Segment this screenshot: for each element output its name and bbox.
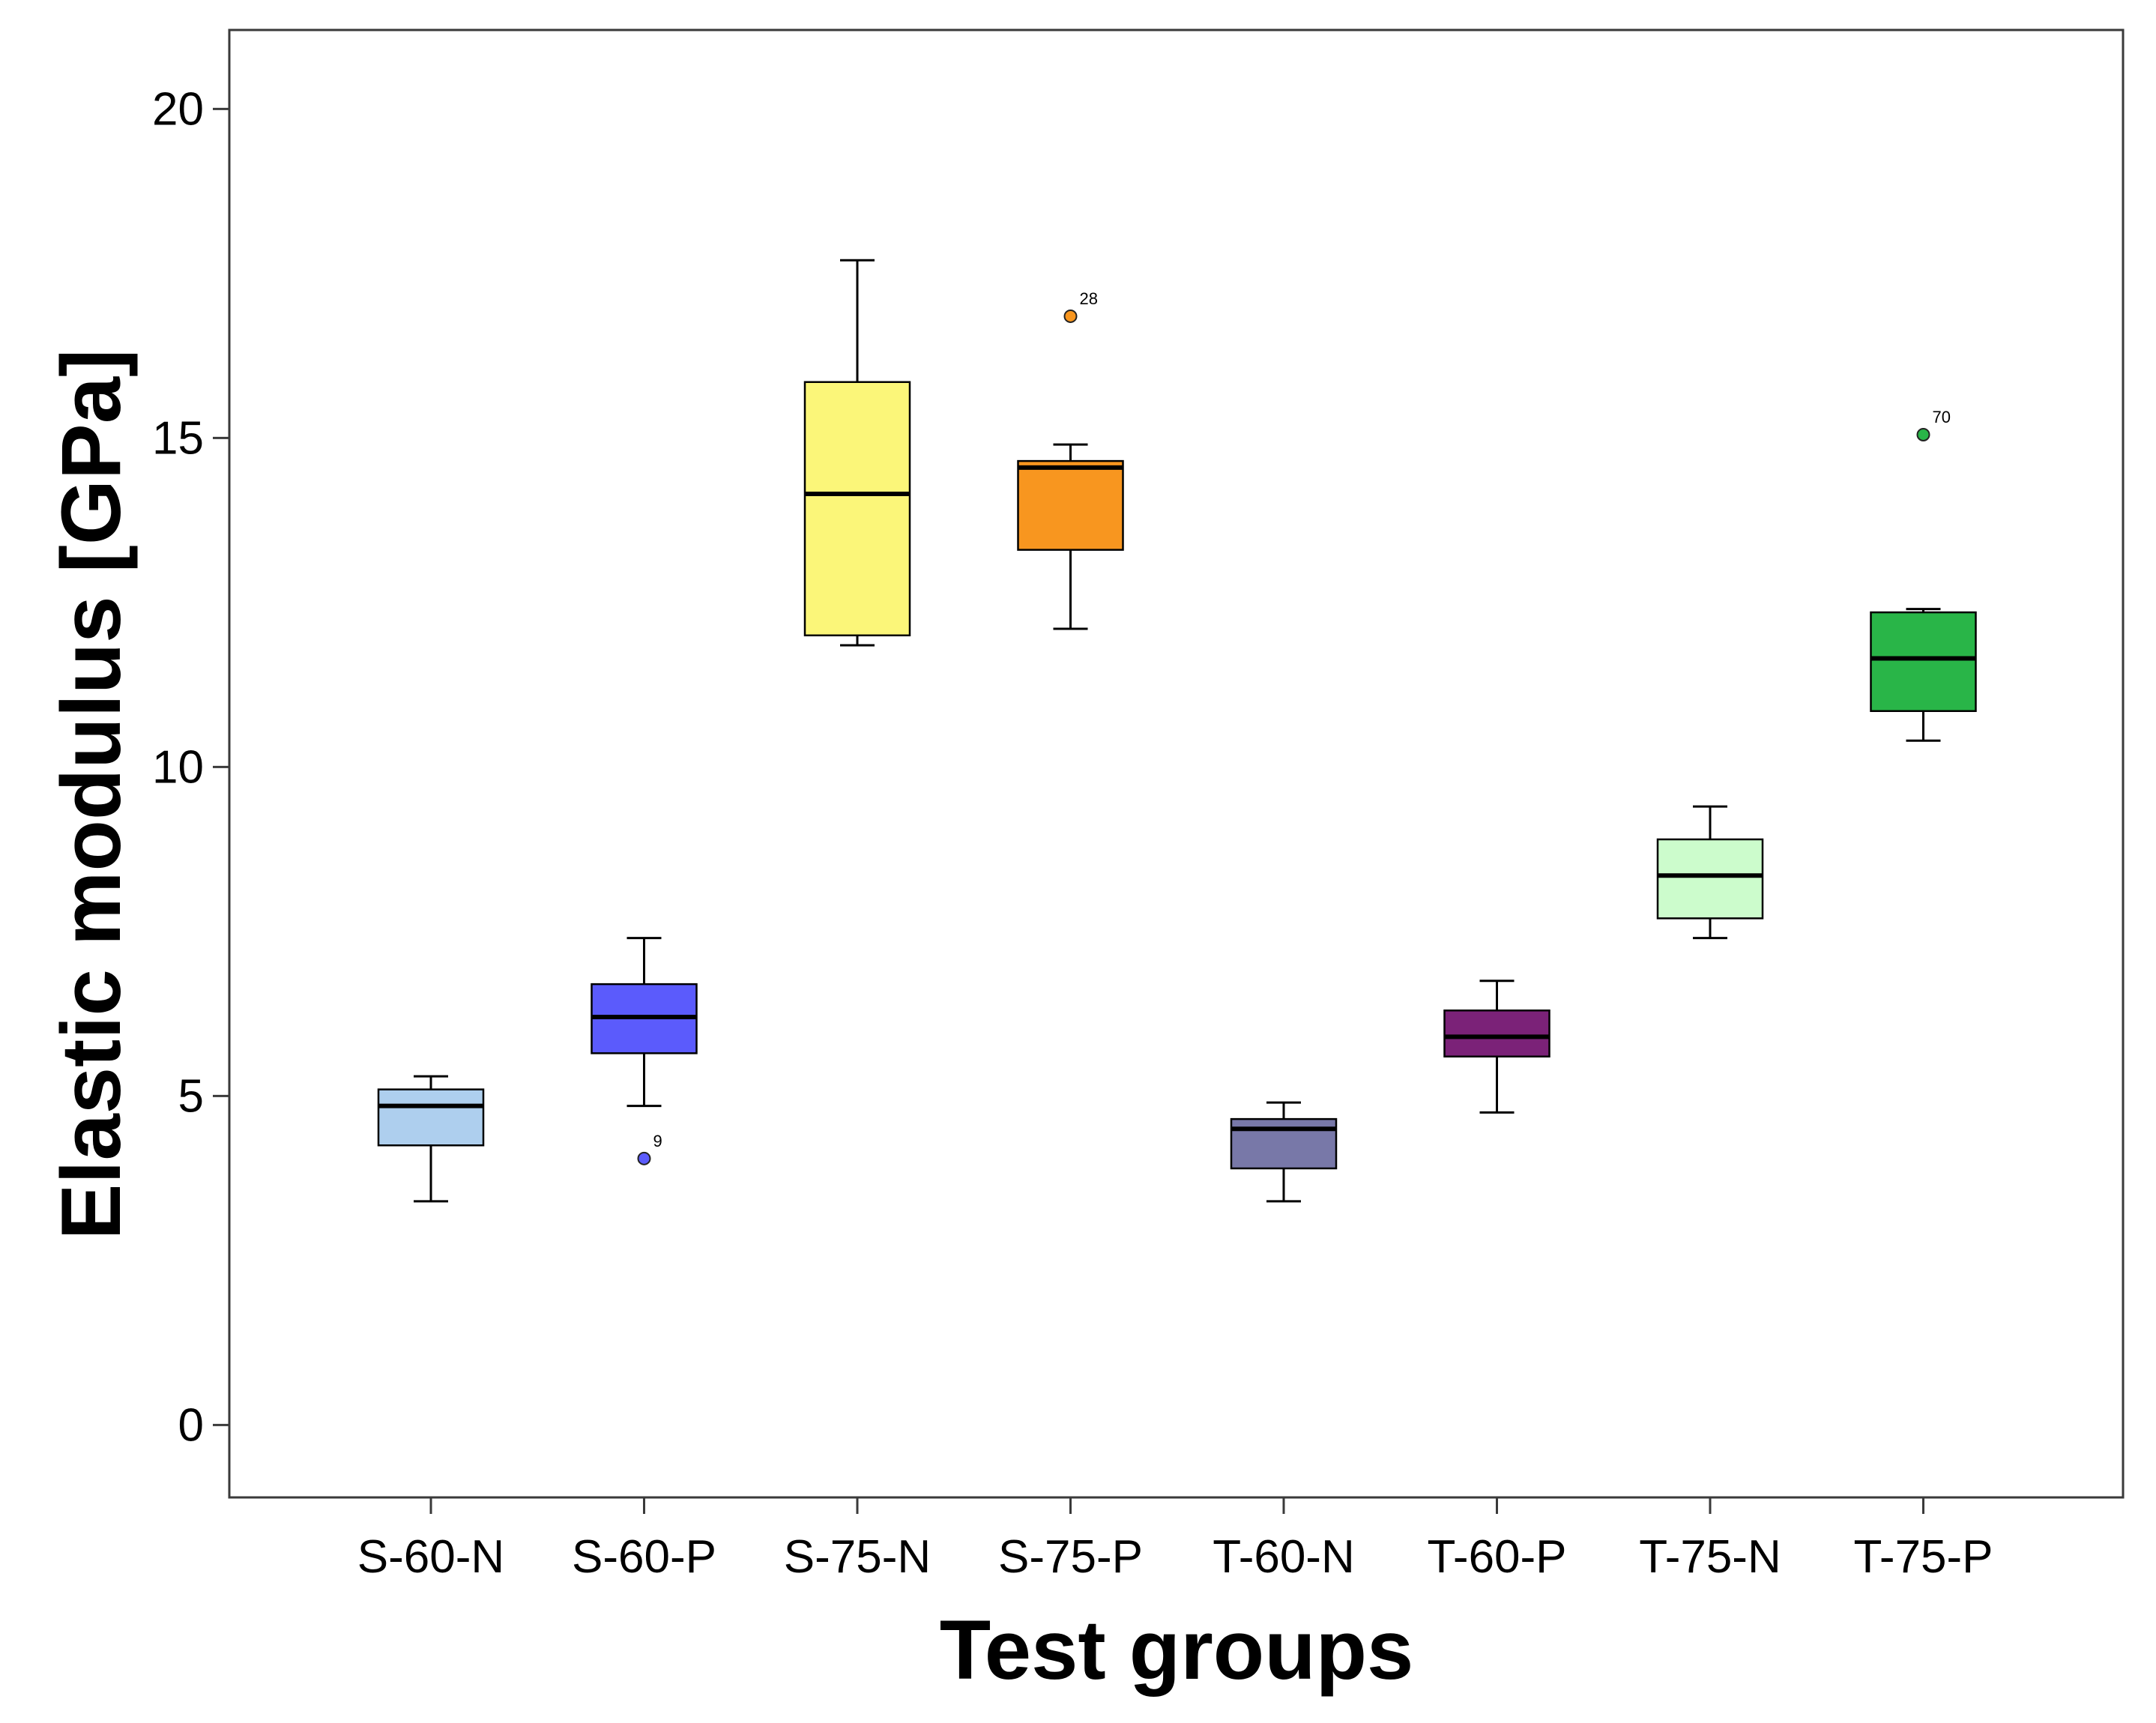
x-tick-label-T-60-N: T-60-N: [1213, 1531, 1354, 1583]
x-tick-label-T-75-P: T-75-P: [1853, 1531, 1993, 1583]
box-iqr: [1656, 838, 1764, 920]
y-tick-label-5: 5: [178, 1070, 204, 1122]
y-tick-label-15: 15: [152, 412, 204, 464]
y-tick-label-20: 20: [152, 83, 204, 135]
outlier-point: [1916, 427, 1930, 441]
box-S-60-P: 9: [591, 937, 698, 1165]
box-iqr: [1230, 1117, 1338, 1170]
outlier-label: 28: [1080, 289, 1098, 308]
box-S-60-N: [377, 1075, 485, 1203]
outlier-label: 9: [653, 1132, 662, 1150]
box-S-75-P: 28: [1017, 289, 1124, 630]
outlier-point: [1063, 309, 1078, 323]
box-T-60-P: [1443, 980, 1550, 1114]
box-T-60-N: [1230, 1101, 1338, 1203]
y-tick-label-0: 0: [178, 1399, 204, 1451]
y-axis: 0 5 10 15 20: [152, 83, 229, 1451]
x-tick-label-S-60-N: S-60-N: [357, 1531, 504, 1583]
x-axis-title: Test groups: [940, 1603, 1414, 1697]
x-tick-label-T-75-N: T-75-N: [1639, 1531, 1781, 1583]
plot-frame: [228, 28, 2125, 1499]
y-tick-label-10: 10: [152, 741, 204, 793]
x-tick-label-T-60-P: T-60-P: [1427, 1531, 1566, 1583]
box-iqr: [803, 381, 911, 637]
boxes-layer: 9 28 70: [377, 259, 1977, 1203]
box-iqr: [1443, 1010, 1550, 1057]
box-iqr: [1870, 611, 1977, 713]
box-T-75-N: [1656, 805, 1764, 940]
x-tick-label-S-60-P: S-60-P: [572, 1531, 716, 1583]
box-T-75-P: 70: [1870, 408, 1977, 742]
x-tick-label-S-75-P: S-75-P: [998, 1531, 1143, 1583]
box-S-75-N: [803, 259, 911, 647]
outlier-point: [637, 1151, 651, 1165]
box-iqr: [377, 1088, 485, 1147]
outlier-label: 70: [1933, 408, 1951, 426]
x-axis: S-60-N S-60-P S-75-N S-75-P T-60-N T-60-P T-75…: [357, 1497, 1993, 1583]
x-tick-label-S-75-N: S-75-N: [784, 1531, 931, 1583]
y-axis-title: Elastic modulus [GPa]: [44, 349, 138, 1240]
box-iqr: [1017, 459, 1124, 551]
